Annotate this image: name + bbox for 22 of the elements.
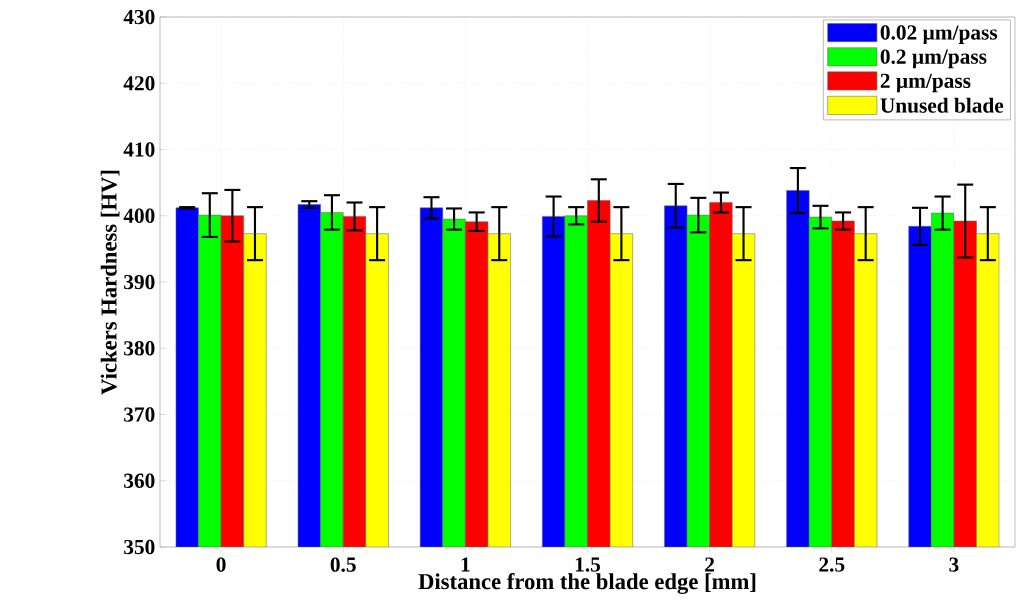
legend-label: 2 µm/pass — [880, 73, 971, 93]
x-axis-title: Distance from the blade edge [mm] — [418, 573, 756, 594]
y-tick-label: 360 — [124, 473, 155, 488]
x-tick-label: 1 — [461, 557, 470, 572]
x-tick-label: 3 — [949, 557, 959, 572]
y-tick-label: 400 — [123, 208, 155, 223]
y-tick-label: 370 — [124, 407, 155, 422]
x-tick-label: 2.5 — [819, 557, 845, 572]
x-tick-label: 2 — [705, 557, 715, 572]
legend-label: 0.2 µm/pass — [880, 49, 987, 69]
x-tick-label: 0 — [216, 557, 226, 572]
y-tick-label: 430 — [123, 9, 155, 25]
x-tick-label: 0.5 — [330, 557, 356, 572]
y-axis-title: Vickers Hardness [HV] — [100, 170, 120, 395]
y-tick-label: 410 — [123, 142, 155, 157]
y-tick-label: 380 — [124, 341, 155, 356]
y-tick-label: 420 — [123, 76, 155, 91]
y-tick-label: 350 — [124, 539, 155, 555]
legend-label: Unused blade — [880, 97, 1004, 113]
y-tick-label: 390 — [124, 274, 155, 290]
x-tick-label: 1.5 — [575, 557, 601, 572]
legend-label: 0.02 µm/pass — [880, 25, 998, 44]
